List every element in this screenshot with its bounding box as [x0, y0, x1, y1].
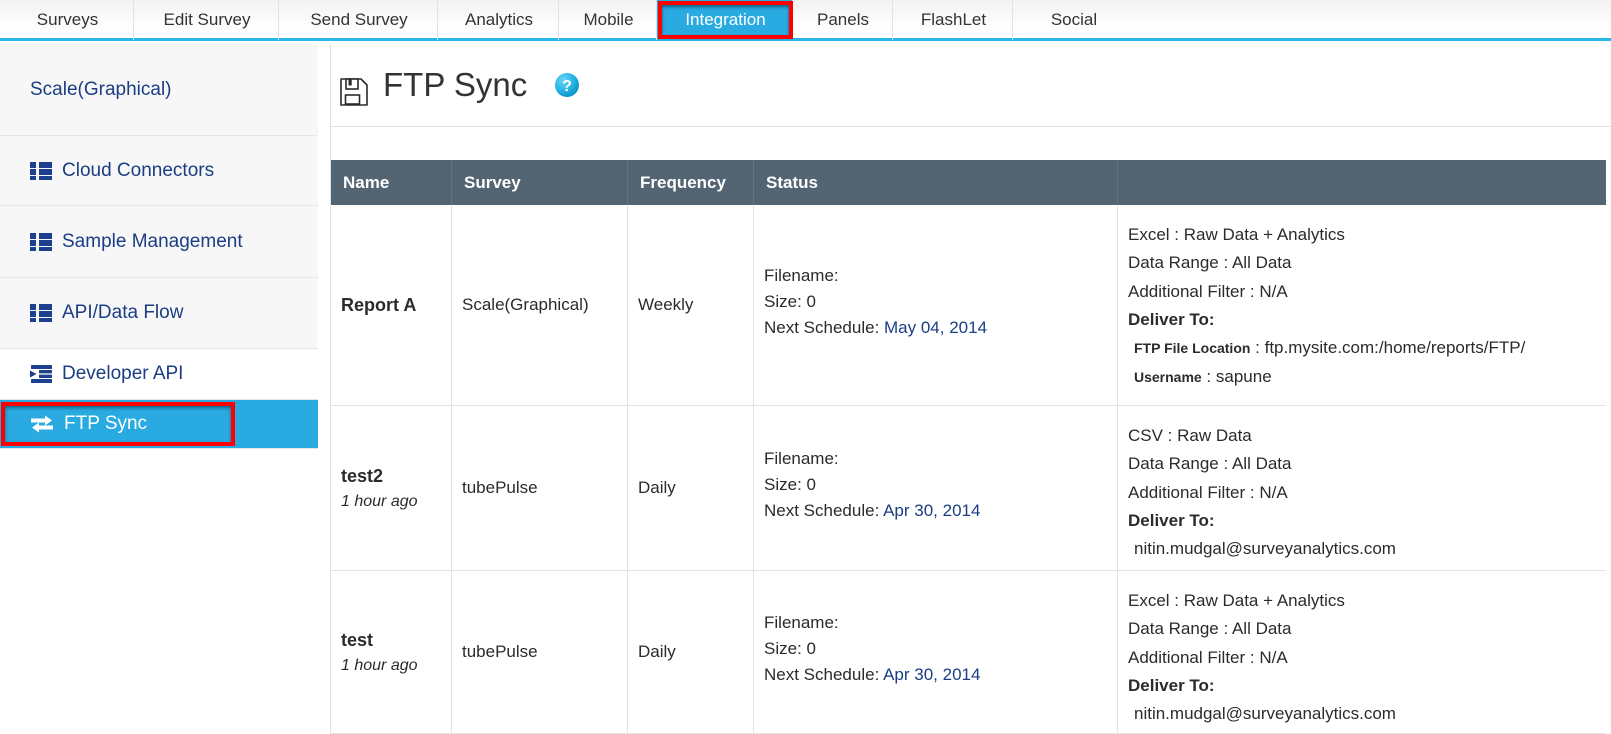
svg-text:?: ?: [562, 78, 572, 95]
